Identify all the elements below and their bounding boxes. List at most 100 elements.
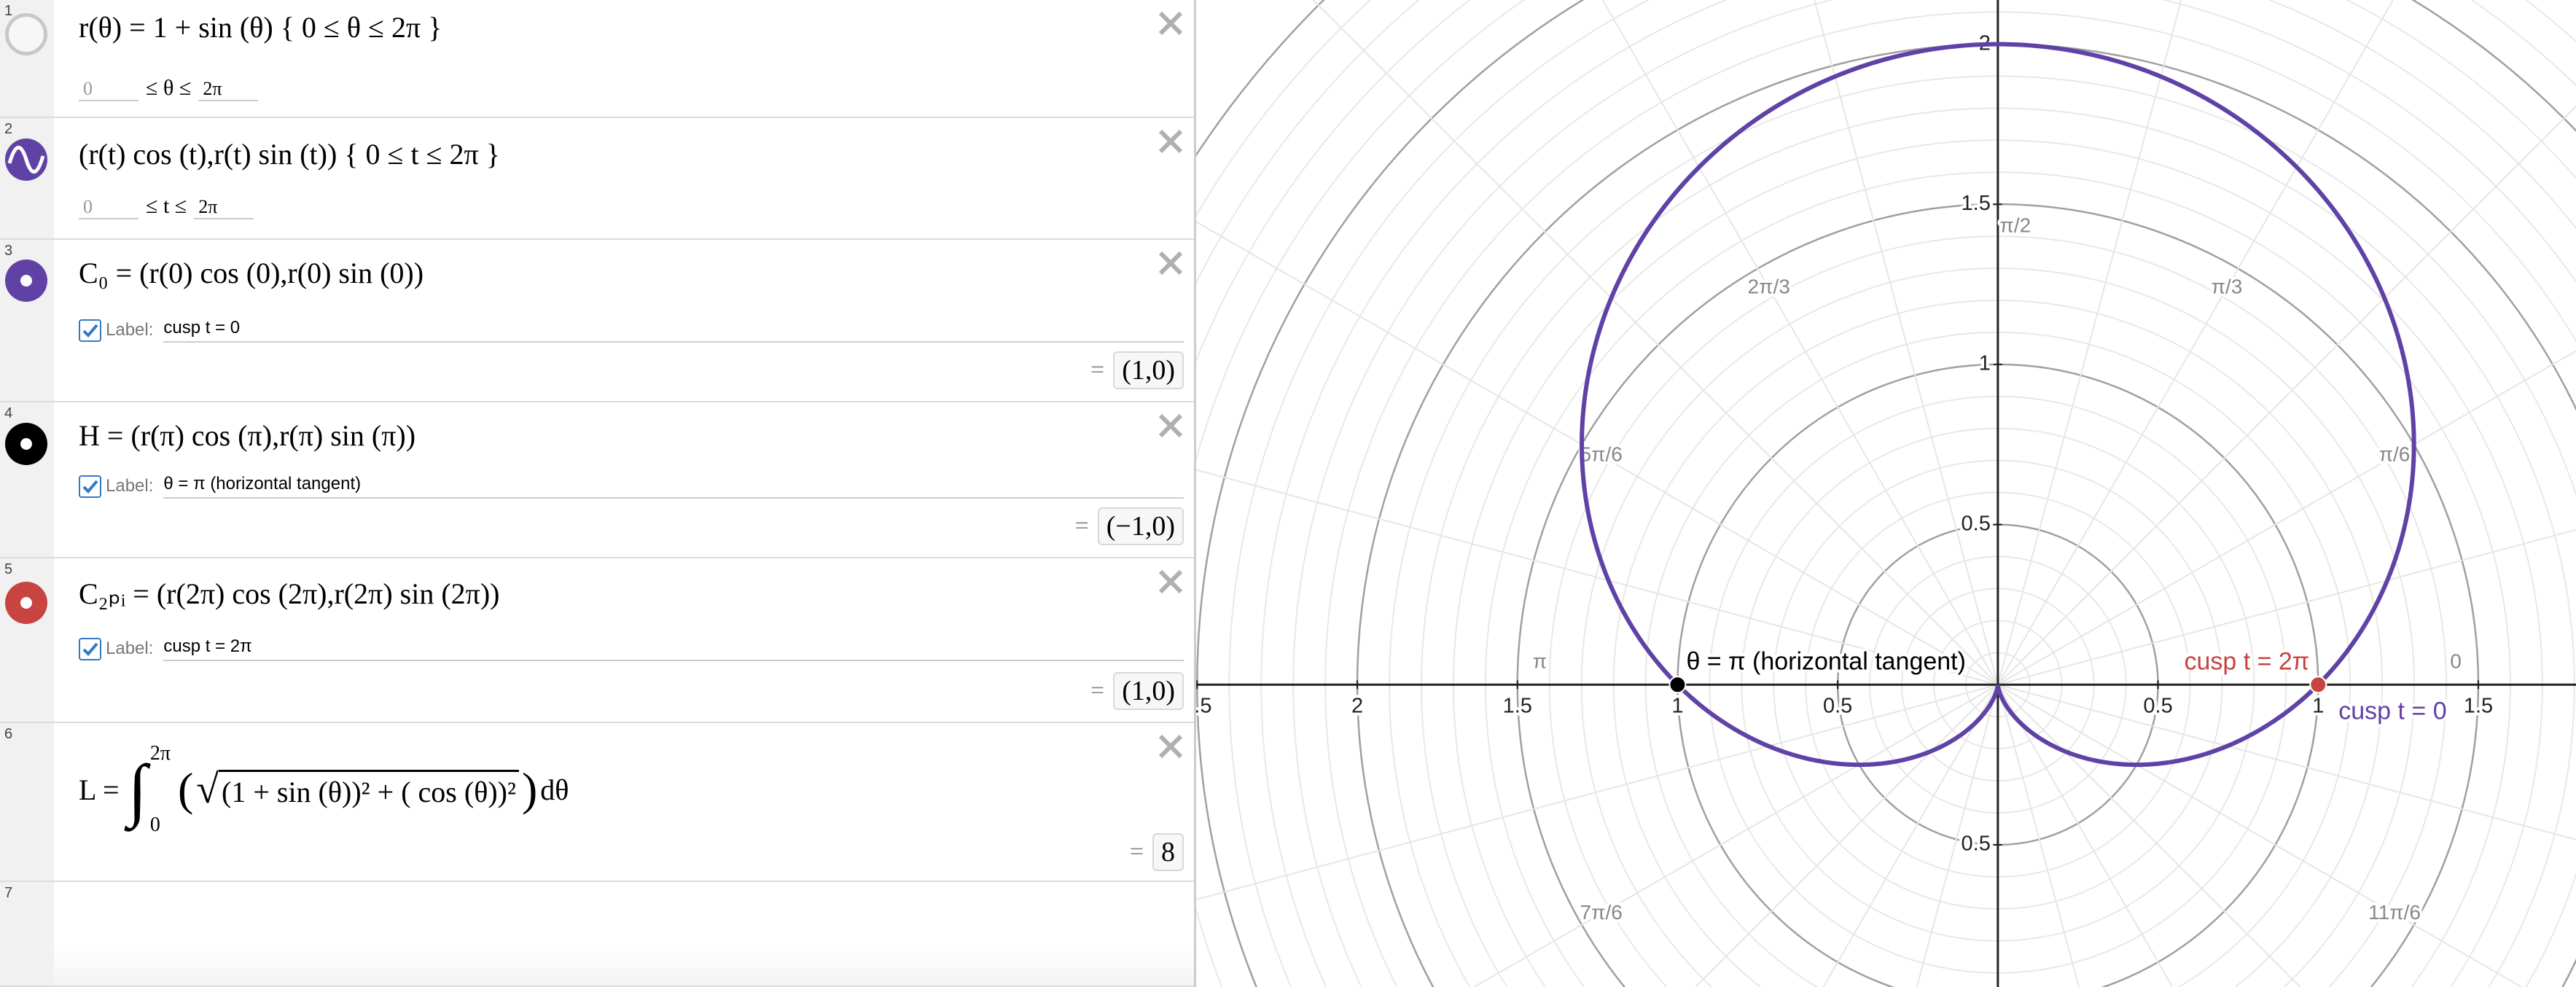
y-tick-label: 0.5	[1962, 832, 1991, 856]
row-number: 1	[4, 3, 13, 19]
row-number: 7	[4, 885, 13, 901]
radial-grid-line	[1997, 528, 2576, 686]
point-glyph	[20, 275, 32, 286]
label-text-field[interactable]: cusp t = 2π	[163, 636, 1184, 661]
expression-gutter: 4	[0, 402, 54, 557]
expression-gutter: 5	[0, 558, 54, 722]
label-settings: Label: cusp t = 0	[79, 316, 1184, 345]
label-checkbox[interactable]	[79, 475, 101, 498]
radial-grid-line	[1997, 105, 2576, 685]
radial-grid-line	[1997, 350, 2576, 686]
check-glyph	[82, 642, 98, 656]
range-max-field[interactable]: 2π	[198, 78, 259, 101]
close-paren: )	[521, 763, 538, 815]
radical-sign: √	[196, 767, 219, 812]
check-glyph	[82, 480, 98, 494]
label-prefix: Label:	[106, 476, 154, 496]
expression-gutter: 7	[0, 882, 54, 986]
radial-grid-line	[1997, 0, 2182, 685]
range-relation: ≤ θ ≤	[146, 76, 192, 100]
integral-bounds: 2π 0	[150, 742, 171, 837]
evaluation: = (1,0)	[1090, 351, 1184, 389]
radial-grid-line	[1997, 684, 2524, 987]
math-expression[interactable]: C₂ₚᵢ = (r(2π) cos (2π),r(2π) sin (2π))	[79, 577, 500, 610]
delete-button[interactable]	[1158, 733, 1184, 760]
point-label: cusp t = 0	[2338, 697, 2446, 725]
math-expression[interactable]: C₀ = (r(0) cos (0),r(0) sin (0))	[79, 257, 424, 289]
radial-grid-line	[1814, 0, 1999, 685]
delete-button[interactable]	[1158, 413, 1184, 439]
range-min-field[interactable]: 0	[79, 196, 138, 219]
expression-row: 4 H = (r(π) cos (π),r(π) sin (π)) Label: θ …	[0, 402, 1194, 558]
radial-grid-line	[1916, 684, 1999, 987]
x-tick-label: 1.5	[2464, 694, 2493, 717]
row-number: 4	[4, 405, 13, 421]
close-glyph	[1158, 251, 1183, 276]
integral-sign: ∫	[128, 750, 147, 828]
delete-button[interactable]	[1158, 250, 1184, 276]
open-paren: (	[177, 763, 194, 815]
polar-graph[interactable]: 0 π/6 π/3 π/2 2π/3 5π/6 π 7π/6 11π/6 2.5 2 1.5 1 0.5 0…	[1196, 0, 2576, 987]
range-max-field[interactable]: 2π	[194, 196, 254, 219]
delete-button[interactable]	[1158, 128, 1184, 155]
domain-range: 0 ≤ t ≤ 2π	[79, 194, 254, 219]
expression-row: 3 C₀ = (r(0) cos (0),r(0) sin (0)) Label: c…	[0, 240, 1194, 402]
visibility-icon[interactable]	[5, 423, 47, 465]
radial-grid-line	[1997, 684, 2301, 987]
equals-sign: =	[1090, 356, 1105, 383]
angle-label: 2π/3	[1748, 275, 1790, 297]
delete-button[interactable]	[1158, 569, 1184, 595]
expression-gutter: 1	[0, 0, 54, 117]
row-number: 2	[4, 121, 13, 137]
label-prefix: Label:	[106, 320, 154, 340]
row-number: 6	[4, 726, 13, 742]
visibility-icon[interactable]	[5, 13, 47, 55]
label-text-field[interactable]: cusp t = 0	[163, 318, 1184, 343]
angle-label: π/2	[2000, 214, 2031, 236]
radial-grid-line	[1822, 684, 1999, 987]
radial-grid-line	[1997, 684, 2576, 840]
visibility-icon[interactable]	[5, 582, 47, 624]
point	[2309, 676, 2327, 694]
math-expression[interactable]: L = ∫ 2π 0 (√ (1 + sin (θ))² + ( cos (θ))²) dθ	[79, 742, 569, 837]
visibility-icon[interactable]	[5, 139, 47, 181]
label-checkbox[interactable]	[79, 319, 101, 342]
range-min-field[interactable]: 0	[79, 78, 138, 101]
visibility-icon[interactable]	[5, 260, 47, 302]
row-number: 5	[4, 561, 13, 577]
angle-label: π/6	[2379, 442, 2411, 465]
delete-button[interactable]	[1158, 10, 1184, 36]
math-expression[interactable]: r(θ) = 1 + sin (θ) { 0 ≤ θ ≤ 2π }	[79, 11, 442, 44]
row-number: 3	[4, 243, 13, 259]
label-text-field[interactable]: θ = π (horizontal tangent)	[163, 474, 1184, 499]
result-value: (−1,0)	[1097, 507, 1184, 545]
label-prefix: Label:	[106, 639, 154, 658]
math-expression[interactable]: (r(t) cos (t),r(t) sin (t)) { 0 ≤ t ≤ 2π…	[79, 138, 500, 171]
radial-grid-line	[1312, 0, 1999, 685]
close-glyph	[1158, 11, 1183, 36]
expression-row: 6 L = ∫ 2π 0 (√ (1 + sin (θ))² + ( cos (θ))²) d…	[0, 723, 1194, 882]
range-relation: ≤ t ≤	[146, 194, 187, 218]
close-glyph	[1158, 413, 1183, 438]
minor-grid-circle	[1260, 0, 2576, 987]
close-glyph	[1158, 734, 1183, 759]
expression-gutter: 3	[0, 240, 54, 401]
angle-label: π/3	[2212, 275, 2243, 297]
point-glyph	[20, 438, 32, 450]
point-glyph	[20, 597, 32, 609]
minor-grid-circle	[1324, 11, 2576, 987]
x-tick-label: 1.5	[1503, 694, 1532, 717]
radial-grid-line	[1472, 684, 1999, 987]
math-expression[interactable]: H = (r(π) cos (π),r(π) sin (π))	[79, 419, 416, 452]
domain-range: 0 ≤ θ ≤ 2π	[79, 76, 259, 101]
x-tick-label: 1	[1671, 694, 1683, 717]
point	[1668, 676, 1687, 694]
x-tick-label: 0.5	[2143, 694, 2172, 717]
evaluation: = 8	[1130, 833, 1184, 871]
minor-grid-circle	[1292, 0, 2576, 987]
point-label: cusp t = 2π	[2184, 647, 2309, 675]
wave-glyph	[7, 145, 45, 174]
y-tick-label: 1	[1979, 352, 1991, 375]
close-glyph	[1158, 129, 1183, 154]
label-checkbox[interactable]	[79, 637, 101, 660]
